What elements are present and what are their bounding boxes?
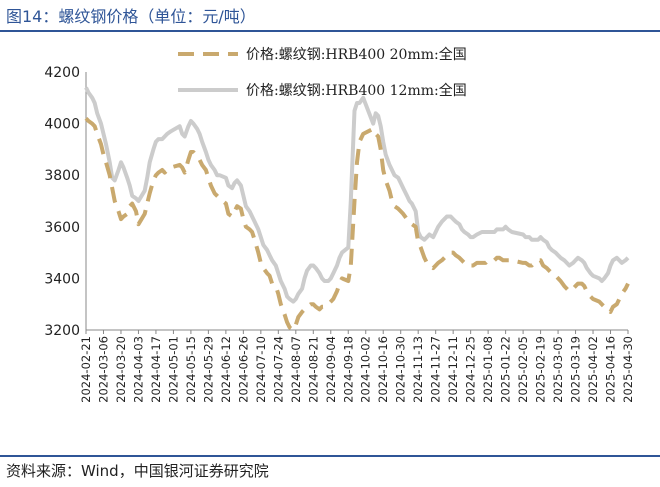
y-tick-label: 3400	[44, 271, 80, 287]
x-tick-label: 2024-06-26	[236, 336, 250, 403]
x-tick-label: 2025-02-05	[516, 336, 530, 403]
legend-label-12mm: 价格:螺纹钢:HRB400 12mm:全国	[246, 82, 467, 99]
source-note: 资料来源：Wind，中国银河证券研究院	[6, 462, 269, 480]
legend: 价格:螺纹钢:HRB400 20mm:全国 价格:螺纹钢:HRB400 12mm…	[178, 46, 467, 99]
source-rule	[0, 455, 660, 457]
x-tick-label: 2024-05-29	[201, 336, 215, 403]
x-tick-label: 2024-05-01	[166, 336, 180, 403]
x-tick-label: 2024-02-21	[79, 336, 93, 403]
y-tick-label: 3800	[44, 168, 80, 184]
series-layer	[84, 86, 630, 332]
x-tick-label: 2024-08-21	[306, 336, 320, 403]
x-tick-label: 2024-10-16	[376, 336, 390, 403]
title-rule	[0, 30, 660, 32]
y-tick-label: 4000	[44, 117, 80, 133]
x-tick-label: 2025-02-19	[534, 336, 548, 403]
x-tick-label: 2024-08-07	[289, 336, 303, 403]
x-tick-label: 2025-04-02	[586, 336, 600, 403]
x-tick-label: 2024-11-27	[429, 336, 443, 403]
x-tick-label: 2024-04-17	[149, 336, 163, 403]
x-tick-label: 2024-07-24	[271, 336, 285, 403]
x-tick-label: 2024-09-04	[324, 336, 338, 403]
x-tick-label: 2024-07-10	[254, 336, 268, 403]
x-tick-label: 2025-04-16	[604, 336, 618, 403]
x-tick-label: 2024-10-30	[394, 336, 408, 403]
legend-label-20mm: 价格:螺纹钢:HRB400 20mm:全国	[246, 46, 467, 63]
y-tick-label: 4200	[44, 65, 80, 81]
series-line-20mm	[84, 117, 630, 332]
x-tick-label: 2025-01-08	[481, 336, 495, 403]
x-tick-label: 2024-10-02	[359, 336, 373, 403]
x-tick-label: 2024-03-20	[114, 336, 128, 403]
y-tick-label: 3200	[44, 323, 80, 339]
figure-title: 图14：螺纹钢价格（单位：元/吨）	[6, 7, 256, 26]
x-tick-label: 2025-03-05	[551, 336, 565, 403]
x-tick-label: 2024-09-18	[341, 336, 355, 403]
x-tick-label: 2025-03-19	[569, 336, 583, 403]
y-tick-label: 3600	[44, 220, 80, 236]
x-tick-label: 2024-03-06	[96, 336, 110, 403]
x-tick-label: 2024-04-03	[131, 336, 145, 403]
x-tick-label: 2024-05-15	[184, 336, 198, 403]
x-tick-label: 2025-01-22	[499, 336, 513, 403]
x-tick-label: 2024-06-12	[219, 336, 233, 403]
x-tick-label: 2024-12-25	[464, 336, 478, 403]
series-line-12mm	[84, 86, 630, 304]
x-tick-label: 2025-04-30	[621, 336, 635, 403]
x-tick-label: 2024-11-13	[411, 336, 425, 403]
x-tick-label: 2024-12-11	[446, 336, 460, 403]
